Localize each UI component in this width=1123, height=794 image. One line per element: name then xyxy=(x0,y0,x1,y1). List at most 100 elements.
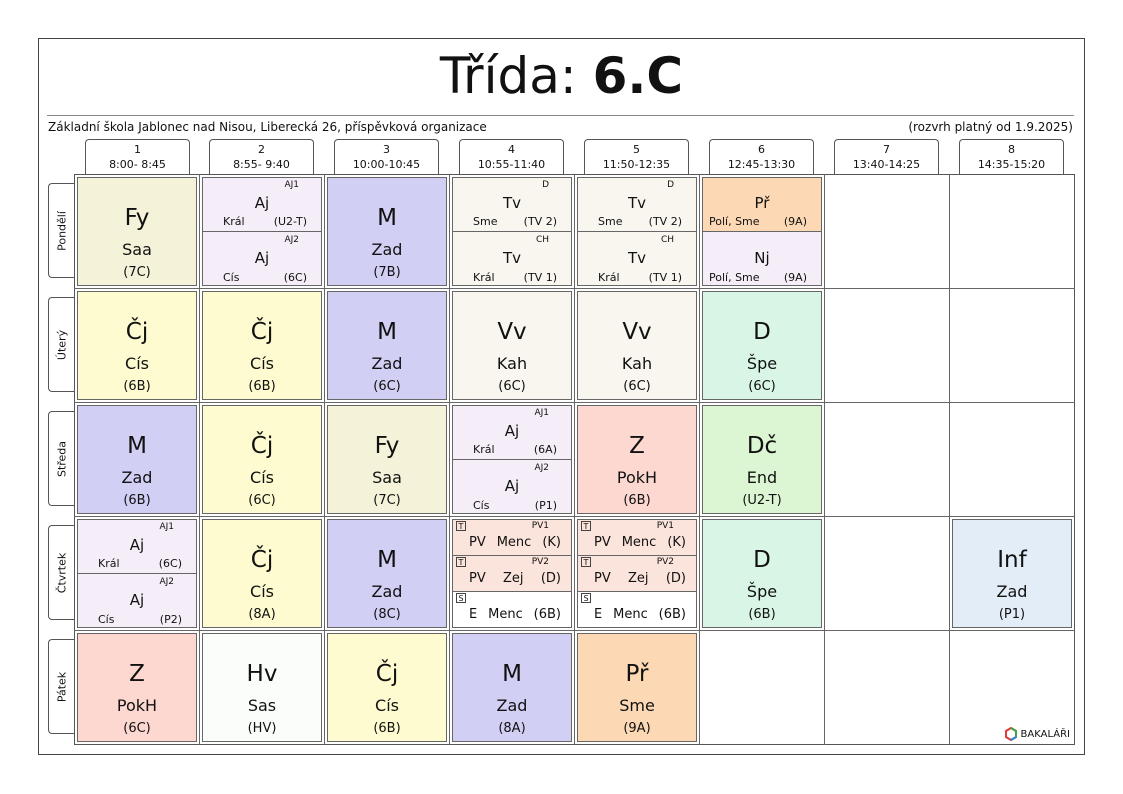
group: D xyxy=(542,180,549,190)
group: PV1 xyxy=(656,521,674,531)
subject: Př xyxy=(754,194,770,212)
grid-line xyxy=(74,402,1075,403)
period-header-6: 6 12:45-13:30 xyxy=(709,139,814,174)
lesson-cell[interactable]: Vv Kah (6C) xyxy=(452,291,572,400)
group: AJ2 xyxy=(284,235,299,245)
lesson-cell-split[interactable]: AJ1 Aj Král (6A) AJ2 Aj Cís (P1) xyxy=(452,405,572,514)
room: (D) xyxy=(540,571,561,586)
subject: Tv xyxy=(502,194,522,212)
grid-line xyxy=(449,174,450,745)
teacher: PokH xyxy=(616,468,658,487)
subject: PV xyxy=(594,535,611,550)
subject: Čj xyxy=(250,547,274,573)
lesson-cell[interactable]: M Zad (6B) xyxy=(77,405,197,514)
group: D xyxy=(667,180,674,190)
lesson-cell[interactable]: Fy Saa (7C) xyxy=(327,405,447,514)
day-name: Pondělí xyxy=(55,210,68,251)
lesson-cell[interactable]: Čj Cís (8A) xyxy=(202,519,322,628)
room: (6B) xyxy=(373,721,401,736)
teacher: Zad xyxy=(371,582,403,601)
teacher: Zad xyxy=(371,240,403,259)
teacher: Polí, Sme xyxy=(709,215,760,228)
lesson-cell[interactable]: Čj Cís (6C) xyxy=(202,405,322,514)
room: (8A) xyxy=(248,607,276,622)
teacher: Zad xyxy=(371,354,403,373)
teacher: Král xyxy=(223,215,245,228)
period-time: 11:50-12:35 xyxy=(602,158,671,171)
valid-from: (rozvrh platný od 1.9.2025) xyxy=(908,120,1073,134)
lesson-cell[interactable]: M Zad (8C) xyxy=(327,519,447,628)
teacher: Cís xyxy=(98,613,115,626)
period-num: 8 xyxy=(1008,143,1015,156)
teacher: Zej xyxy=(628,571,649,586)
lesson-cell[interactable]: D Špe (6B) xyxy=(702,519,822,628)
room: (6C) xyxy=(248,493,276,508)
subject: Aj xyxy=(129,536,145,554)
teacher: Saa xyxy=(372,468,402,487)
lesson-type-tag: S xyxy=(456,593,466,603)
day-label-mon: Pondělí xyxy=(48,183,74,278)
room: (6B) xyxy=(248,379,276,394)
grid-line xyxy=(74,630,1075,631)
lesson-cell-triple[interactable]: T PV1 PV Menc (K) T PV2 PV Zej (D) S E Menc (6B) xyxy=(577,519,697,628)
group: PV2 xyxy=(656,557,674,567)
lesson-cell[interactable]: M Zad (6C) xyxy=(327,291,447,400)
room: (P1) xyxy=(998,607,1026,622)
group: PV2 xyxy=(531,557,549,567)
subject: Př xyxy=(625,661,649,687)
lesson-cell[interactable]: M Zad (7B) xyxy=(327,177,447,286)
lesson-cell-split[interactable]: D Tv Sme (TV 2) CH Tv Král (TV 1) xyxy=(577,177,697,286)
group: AJ1 xyxy=(534,408,549,418)
room: (TV 1) xyxy=(648,271,682,284)
room: (6B) xyxy=(123,493,151,508)
lesson-cell[interactable]: Čj Cís (6B) xyxy=(202,291,322,400)
lesson-cell[interactable]: Dč End (U2-T) xyxy=(702,405,822,514)
period-num: 5 xyxy=(633,143,640,156)
lesson-cell[interactable]: Fy Saa (7C) xyxy=(77,177,197,286)
room: (6C) xyxy=(283,271,307,284)
subject: Fy xyxy=(374,433,400,459)
subject: Tv xyxy=(627,194,647,212)
group: AJ2 xyxy=(159,577,174,587)
teacher: Menc xyxy=(488,607,523,622)
period-time: 10:00-10:45 xyxy=(352,158,421,171)
period-header-5: 5 11:50-12:35 xyxy=(584,139,689,174)
lesson-cell-split[interactable]: AJ1 Aj Král (6C) AJ2 Aj Cís (P2) xyxy=(77,519,197,628)
room: (U2-T) xyxy=(742,493,782,508)
lesson-cell-split[interactable]: AJ1 Aj Král (U2-T) AJ2 Aj Cís (6C) xyxy=(202,177,322,286)
teacher: End xyxy=(746,468,778,487)
subject: Aj xyxy=(504,477,520,495)
lesson-cell-triple[interactable]: T PV1 PV Menc (K) T PV2 PV Zej (D) S E Menc (6B) xyxy=(452,519,572,628)
lesson-cell-split[interactable]: D Tv Sme (TV 2) CH Tv Král (TV 1) xyxy=(452,177,572,286)
room: (TV 2) xyxy=(523,215,557,228)
lesson-cell[interactable]: Čj Cís (6B) xyxy=(327,633,447,742)
lesson-cell[interactable]: M Zad (8A) xyxy=(452,633,572,742)
room: (TV 1) xyxy=(523,271,557,284)
teacher: Saa xyxy=(122,240,152,259)
teacher: Cís xyxy=(375,696,399,715)
bakalari-logo: BAKALÁŘI xyxy=(1004,727,1070,741)
lesson-cell[interactable]: Z PokH (6C) xyxy=(77,633,197,742)
lesson-cell[interactable]: Vv Kah (6C) xyxy=(577,291,697,400)
lesson-cell[interactable]: Čj Cís (6B) xyxy=(77,291,197,400)
subject: M xyxy=(377,205,397,231)
room: (9A) xyxy=(783,271,807,284)
room: (6C) xyxy=(748,379,776,394)
subject: Vv xyxy=(622,319,652,345)
lesson-cell[interactable]: D Špe (6C) xyxy=(702,291,822,400)
lesson-cell[interactable]: Př Sme (9A) xyxy=(577,633,697,742)
period-num: 6 xyxy=(758,143,765,156)
period-num: 3 xyxy=(383,143,390,156)
lesson-cell[interactable]: Inf Zad (P1) xyxy=(952,519,1072,628)
lesson-cell[interactable]: Hv Sas (HV) xyxy=(202,633,322,742)
lesson-cell-split[interactable]: Př Polí, Sme (9A) Nj Polí, Sme (9A) xyxy=(702,177,822,286)
period-header-2: 2 8:55- 9:40 xyxy=(209,139,314,174)
room: (9A) xyxy=(783,215,807,228)
teacher: Cís xyxy=(473,499,490,512)
teacher: Sme xyxy=(619,696,655,715)
room: (8A) xyxy=(498,721,526,736)
lesson-cell[interactable]: Z PokH (6B) xyxy=(577,405,697,514)
room: (K) xyxy=(667,535,686,550)
period-time: 8:55- 9:40 xyxy=(233,158,290,171)
teacher: Zad xyxy=(496,696,528,715)
